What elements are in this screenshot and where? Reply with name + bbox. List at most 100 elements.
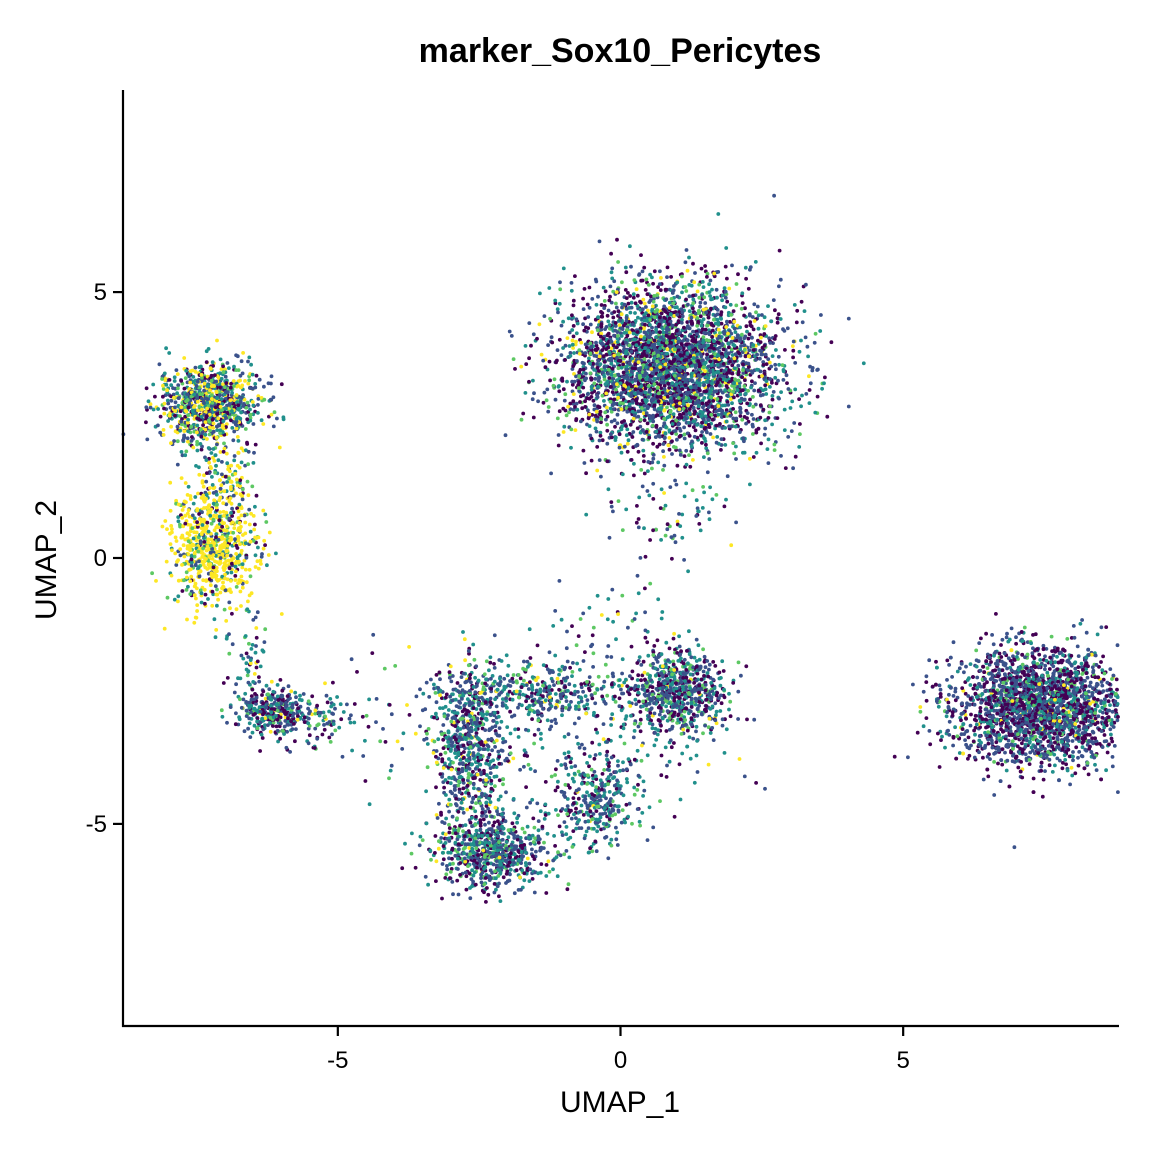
data-point	[547, 286, 552, 290]
data-point	[702, 436, 707, 441]
data-point	[251, 514, 256, 518]
data-point	[163, 519, 168, 523]
data-point	[232, 364, 236, 369]
data-point	[731, 441, 735, 445]
data-point	[733, 410, 738, 415]
data-point	[754, 450, 759, 455]
data-point	[293, 690, 298, 695]
data-point	[225, 534, 229, 538]
data-point	[247, 716, 252, 721]
data-point	[740, 332, 744, 337]
data-point	[766, 437, 771, 442]
data-point	[710, 417, 715, 422]
data-point	[630, 435, 635, 439]
data-point	[178, 522, 182, 527]
data-point	[306, 741, 311, 746]
data-point	[209, 537, 214, 542]
data-point	[602, 299, 607, 303]
data-point	[712, 317, 716, 322]
data-point	[169, 394, 174, 399]
data-point	[260, 552, 264, 556]
data-point	[778, 277, 783, 282]
data-point	[669, 275, 673, 279]
data-point	[378, 739, 383, 744]
data-point	[723, 264, 728, 269]
data-point	[592, 368, 597, 372]
data-point	[780, 363, 785, 367]
data-point	[703, 301, 708, 305]
data-point	[748, 265, 753, 269]
data-point	[210, 589, 215, 594]
data-point	[313, 708, 318, 713]
data-point	[684, 448, 689, 453]
data-point	[178, 553, 183, 558]
data-point	[249, 362, 254, 367]
data-point	[798, 432, 802, 436]
data-point	[290, 727, 295, 731]
data-point	[594, 409, 599, 414]
data-point	[736, 272, 740, 277]
data-point	[221, 364, 226, 369]
data-point	[221, 419, 226, 423]
data-point	[246, 493, 251, 498]
data-point	[758, 340, 763, 344]
data-point	[298, 693, 302, 698]
data-point	[797, 445, 802, 449]
data-point	[570, 379, 574, 384]
data-point	[173, 400, 178, 405]
data-point	[632, 413, 637, 418]
data-point	[807, 401, 812, 405]
data-point	[727, 368, 731, 373]
data-point	[199, 447, 204, 452]
data-point	[185, 493, 190, 497]
data-point	[236, 383, 241, 388]
data-point	[215, 338, 219, 343]
data-point	[306, 721, 311, 726]
data-point	[320, 732, 325, 737]
data-point	[238, 529, 243, 533]
data-point	[782, 428, 787, 432]
data-point	[162, 411, 167, 416]
data-point	[197, 517, 202, 521]
data-point	[213, 584, 218, 588]
data-point	[791, 348, 796, 353]
data-point	[225, 720, 229, 725]
data-point	[667, 300, 672, 305]
data-point	[640, 307, 645, 312]
data-point	[600, 341, 604, 346]
data-point	[573, 428, 578, 432]
data-point	[259, 562, 263, 566]
data-point	[681, 411, 686, 416]
data-point	[628, 244, 632, 249]
data-point	[210, 603, 215, 608]
data-point	[225, 544, 230, 548]
data-point	[729, 424, 734, 429]
data-point	[593, 426, 598, 431]
data-point	[601, 337, 606, 341]
data-point	[271, 424, 276, 429]
data-point	[206, 446, 211, 450]
data-point	[542, 314, 547, 318]
data-point	[210, 397, 214, 401]
data-point	[257, 705, 262, 709]
data-point	[721, 347, 726, 352]
data-point	[670, 323, 675, 328]
data-point	[571, 346, 575, 350]
data-point	[189, 439, 194, 443]
data-point	[730, 401, 734, 406]
data-point	[793, 361, 798, 365]
data-point	[186, 417, 191, 422]
data-point	[271, 715, 276, 720]
data-point	[306, 699, 311, 704]
data-point	[239, 548, 244, 553]
data-point	[651, 453, 656, 457]
data-point	[201, 484, 206, 489]
data-point	[220, 714, 225, 719]
data-point	[200, 479, 205, 484]
data-point	[799, 338, 803, 343]
data-point	[262, 384, 266, 389]
data-point	[228, 553, 233, 558]
data-point	[574, 317, 579, 322]
data-point	[669, 297, 674, 301]
data-point	[622, 331, 627, 335]
